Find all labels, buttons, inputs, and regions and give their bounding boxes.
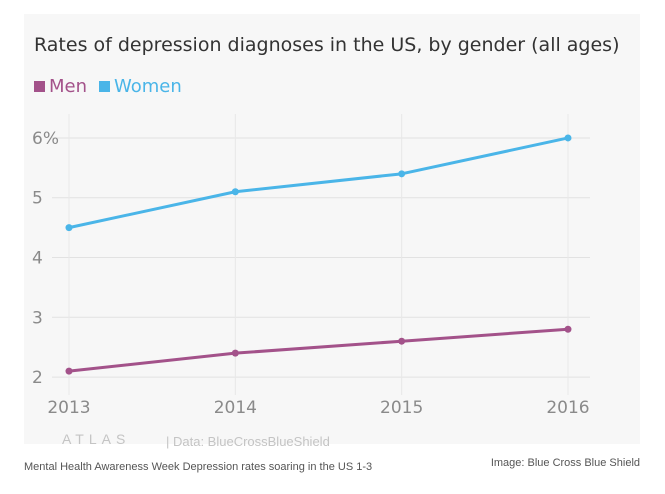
chart-card: Rates of depression diagnoses in the US,…	[24, 14, 640, 449]
legend-item-men: Men	[34, 76, 87, 97]
data-point-men	[398, 337, 406, 345]
legend-swatch-women	[99, 81, 111, 92]
y-tick-label: 2	[32, 368, 43, 388]
image-caption: Mental Health Awareness Week Depression …	[24, 461, 373, 473]
chart-legend: Men Women	[34, 76, 182, 97]
y-tick-label: 6%	[32, 129, 59, 149]
y-tick-label: 4	[32, 249, 43, 269]
x-tick-label: 2015	[380, 398, 423, 418]
series-line-men	[68, 327, 569, 373]
data-point-men	[564, 325, 572, 333]
image-credit: Image: Blue Cross Blue Shield	[490, 457, 640, 469]
legend-item-women: Women	[99, 76, 182, 97]
data-point-women	[398, 170, 406, 178]
chart-title: Rates of depression diagnoses in the US,…	[34, 34, 620, 56]
data-point-men	[231, 349, 239, 357]
data-point-women	[231, 188, 239, 196]
legend-label-women: Women	[114, 76, 182, 97]
series-line-women	[68, 136, 569, 230]
x-tick-label: 2016	[546, 398, 589, 418]
atlas-logo: ATLAS	[62, 431, 131, 447]
legend-swatch-men	[34, 81, 45, 92]
legend-label-men: Men	[49, 76, 88, 97]
data-point-men	[65, 367, 73, 375]
x-tick-label: 2013	[47, 398, 90, 418]
y-tick-label: 3	[32, 308, 43, 328]
data-point-women	[564, 134, 572, 142]
data-source-note: | Data: BlueCrossBlueShield	[166, 434, 330, 449]
y-tick-label: 5	[32, 189, 43, 209]
x-tick-label: 2014	[214, 398, 257, 418]
data-point-women	[65, 224, 73, 232]
